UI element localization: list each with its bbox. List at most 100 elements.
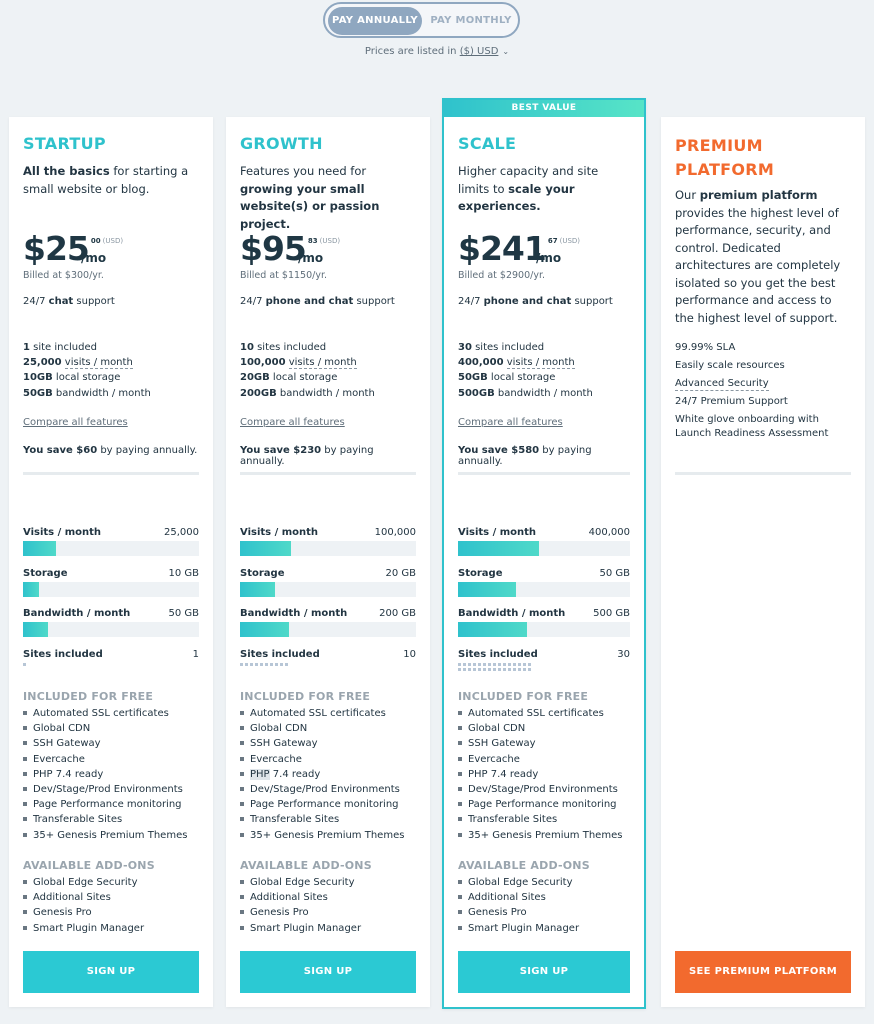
metric-visits: Visits / month 400,000: [458, 527, 630, 556]
addons-title: AVAILABLE ADD-ONS: [458, 859, 590, 872]
bandwidth-text: bandwidth / month: [276, 387, 375, 399]
visits-bar: [240, 541, 416, 556]
desc-text: Features you need for: [240, 164, 367, 178]
sign-up-button[interactable]: SIGN UP: [458, 951, 630, 993]
metric-value: 100,000: [374, 527, 416, 538]
site-dot: [508, 668, 511, 671]
compare-features-link[interactable]: Compare all features: [458, 417, 563, 428]
metric-bandwidth: Bandwidth / month 200 GB: [240, 608, 416, 637]
site-dot: [463, 668, 466, 671]
pay-annually-button[interactable]: PAY ANNUALLY: [328, 7, 422, 35]
divider: [240, 472, 416, 475]
metric-label: Bandwidth / month: [458, 608, 566, 619]
list-item: Global CDN: [240, 721, 404, 736]
currency-selector[interactable]: ($) USD: [459, 46, 499, 57]
support-post: support: [571, 296, 613, 307]
desc-bold: growing your small website(s) or passion…: [240, 181, 380, 231]
storage-num: 20GB: [240, 372, 270, 384]
list-item: 99.99% SLA: [675, 342, 736, 353]
metric-label: Sites included: [458, 649, 538, 660]
storage-text: local storage: [487, 372, 556, 384]
see-premium-platform-button[interactable]: SEE PREMIUM PLATFORM: [675, 951, 851, 993]
metric-value: 50 GB: [168, 608, 199, 619]
list-item: Transferable Sites: [23, 812, 187, 827]
site-dot: [255, 663, 258, 666]
site-dot: [458, 668, 461, 671]
storage-bar-fill: [23, 582, 39, 597]
support-post: support: [353, 296, 395, 307]
sign-up-button[interactable]: SIGN UP: [23, 951, 199, 993]
included-summary: 30 sites included 400,000 visits / month…: [458, 340, 593, 401]
advanced-security-link[interactable]: Advanced Security: [675, 378, 769, 391]
chevron-down-icon[interactable]: ⌄: [502, 47, 510, 56]
visits-bar-fill: [458, 541, 539, 556]
bandwidth-num: 500GB: [458, 387, 495, 399]
desc-text: Our: [675, 188, 700, 202]
currency-note: Prices are listed in ($) USD ⌄: [0, 46, 874, 57]
metric-visits: Visits / month 100,000: [240, 527, 416, 556]
sites-num: 1: [23, 342, 30, 353]
price-dollars: $25: [23, 229, 90, 268]
plan-description: Features you need for growing your small…: [240, 163, 416, 233]
billing-toggle[interactable]: PAY ANNUALLY PAY MONTHLY: [323, 2, 520, 38]
savings-text: You save $60 by paying annually.: [23, 445, 197, 456]
visits-text: visits / month: [506, 357, 575, 370]
pay-monthly-button[interactable]: PAY MONTHLY: [430, 15, 512, 26]
metric-value: 50 GB: [599, 568, 630, 579]
site-dot: [270, 663, 273, 666]
list-item: Dev/Stage/Prod Environments: [240, 782, 404, 797]
desc-bold: premium platform: [699, 188, 818, 202]
list-item: Smart Plugin Manager: [23, 921, 144, 936]
support-text: 24/7 chat support: [23, 296, 115, 307]
list-item: Additional Sites: [240, 890, 361, 905]
visits-text: visits / month: [64, 357, 133, 370]
list-item: Dev/Stage/Prod Environments: [458, 782, 622, 797]
site-dot: [493, 668, 496, 671]
best-value-badge: BEST VALUE: [444, 100, 644, 117]
metric-storage: Storage 10 GB: [23, 568, 199, 597]
price-dollars: $241: [458, 229, 547, 268]
site-dot: [488, 663, 491, 666]
site-dot: [478, 668, 481, 671]
included-summary: 1 site included 25,000 visits / month 10…: [23, 340, 151, 401]
plan-name: SCALE: [458, 134, 517, 153]
site-dot: [473, 668, 476, 671]
plan-card-scale: BEST VALUE SCALE Higher capacity and sit…: [442, 98, 646, 1009]
sign-up-button[interactable]: SIGN UP: [240, 951, 416, 993]
metric-value: 1: [192, 649, 199, 660]
list-item: SSH Gateway: [23, 736, 187, 751]
list-item: Page Performance monitoring: [240, 797, 404, 812]
bandwidth-bar-fill: [23, 622, 48, 637]
sites-num: 10: [240, 342, 254, 353]
compare-features-link[interactable]: Compare all features: [240, 417, 345, 428]
storage-num: 10GB: [23, 372, 53, 384]
list-item: SSH Gateway: [240, 736, 404, 751]
storage-text: local storage: [52, 372, 121, 384]
addons-title: AVAILABLE ADD-ONS: [240, 859, 372, 872]
site-dot: [483, 663, 486, 666]
metric-value: 10 GB: [168, 568, 199, 579]
site-dot: [503, 663, 506, 666]
desc-text: provides the highest level of performanc…: [675, 205, 841, 325]
premium-features: 99.99% SLA Easily scale resources Advanc…: [675, 341, 851, 445]
included-free-title: INCLUDED FOR FREE: [23, 690, 154, 703]
site-dot: [468, 668, 471, 671]
list-item: Transferable Sites: [240, 812, 404, 827]
site-dot: [523, 668, 526, 671]
desc-text: Higher capacity and site limits to: [458, 164, 599, 196]
bandwidth-num: 50GB: [23, 387, 53, 399]
plan-description: All the basics for starting a small webs…: [23, 163, 199, 198]
sites-text: sites included: [471, 342, 545, 353]
site-dot: [478, 663, 481, 666]
plan-card-premium: PREMIUM PLATFORM Our premium platform pr…: [661, 117, 865, 1007]
bandwidth-bar: [23, 622, 199, 637]
addons-title: AVAILABLE ADD-ONS: [23, 859, 155, 872]
list-item: Easily scale resources: [675, 360, 785, 371]
site-dot: [245, 663, 248, 666]
compare-features-link[interactable]: Compare all features: [23, 417, 128, 428]
list-item: Genesis Pro: [458, 905, 579, 920]
support-pre: 24/7: [23, 296, 49, 307]
metric-value: 500 GB: [593, 608, 630, 619]
metric-bandwidth: Bandwidth / month 500 GB: [458, 608, 630, 637]
list-item: Automated SSL certificates: [240, 706, 404, 721]
